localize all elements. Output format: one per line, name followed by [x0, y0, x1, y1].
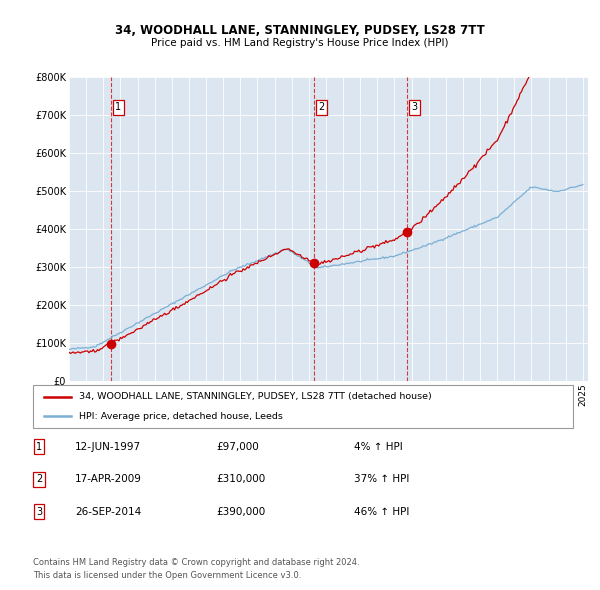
Text: 46% ↑ HPI: 46% ↑ HPI: [354, 507, 409, 516]
Text: £97,000: £97,000: [216, 442, 259, 451]
Text: Contains HM Land Registry data © Crown copyright and database right 2024.: Contains HM Land Registry data © Crown c…: [33, 558, 359, 566]
Text: 34, WOODHALL LANE, STANNINGLEY, PUDSEY, LS28 7TT: 34, WOODHALL LANE, STANNINGLEY, PUDSEY, …: [115, 24, 485, 37]
Text: £310,000: £310,000: [216, 474, 265, 484]
Text: 37% ↑ HPI: 37% ↑ HPI: [354, 474, 409, 484]
Text: 1: 1: [36, 442, 42, 451]
Text: HPI: Average price, detached house, Leeds: HPI: Average price, detached house, Leed…: [79, 412, 283, 421]
Text: £390,000: £390,000: [216, 507, 265, 516]
Text: 17-APR-2009: 17-APR-2009: [75, 474, 142, 484]
Text: 3: 3: [412, 102, 418, 112]
Text: 2: 2: [318, 102, 325, 112]
Text: 2: 2: [36, 474, 42, 484]
Text: 12-JUN-1997: 12-JUN-1997: [75, 442, 141, 451]
Text: 3: 3: [36, 507, 42, 516]
Text: 34, WOODHALL LANE, STANNINGLEY, PUDSEY, LS28 7TT (detached house): 34, WOODHALL LANE, STANNINGLEY, PUDSEY, …: [79, 392, 431, 401]
Text: Price paid vs. HM Land Registry's House Price Index (HPI): Price paid vs. HM Land Registry's House …: [151, 38, 449, 48]
Text: 1: 1: [115, 102, 121, 112]
Text: 4% ↑ HPI: 4% ↑ HPI: [354, 442, 403, 451]
Text: This data is licensed under the Open Government Licence v3.0.: This data is licensed under the Open Gov…: [33, 571, 301, 579]
Text: 26-SEP-2014: 26-SEP-2014: [75, 507, 141, 516]
FancyBboxPatch shape: [33, 385, 573, 428]
